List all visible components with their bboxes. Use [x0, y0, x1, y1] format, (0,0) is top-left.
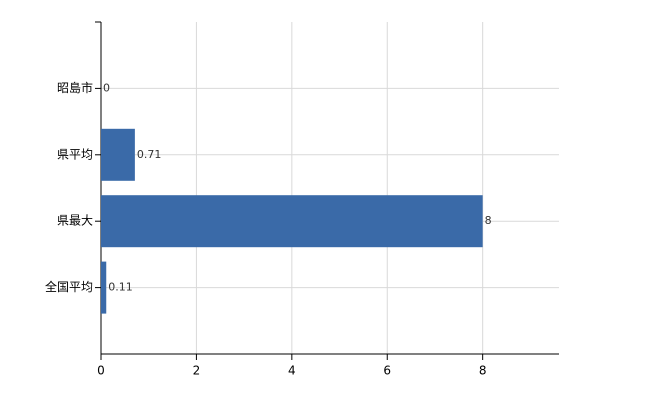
y-tick-label: 全国平均 [45, 279, 93, 294]
value-label: 0 [103, 81, 110, 94]
y-tick-label: 県最大 [57, 214, 93, 228]
y-tick-label: 県平均 [57, 147, 93, 161]
bar [101, 195, 483, 248]
x-tick-label: 2 [193, 364, 201, 378]
y-tick-label: 昭島市 [57, 80, 93, 95]
x-tick-label: 6 [383, 364, 391, 378]
value-label: 0.71 [137, 148, 162, 161]
value-label: 0.11 [108, 281, 133, 294]
value-label: 8 [485, 214, 492, 227]
x-tick-label: 8 [479, 364, 487, 378]
bar [101, 128, 135, 181]
x-tick-label: 0 [97, 364, 105, 378]
bar [101, 261, 107, 314]
x-tick-label: 4 [288, 364, 296, 378]
